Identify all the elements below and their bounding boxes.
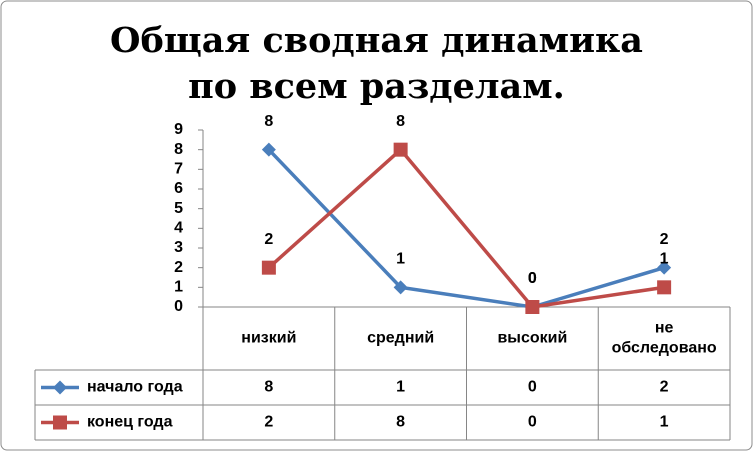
marker (657, 260, 672, 275)
x-tick-label: низкий (241, 330, 296, 347)
y-tick-label: 9 (174, 121, 183, 138)
table-value: 0 (528, 379, 537, 396)
y-tick-label: 1 (174, 279, 183, 296)
marker (525, 300, 540, 314)
table-value: 1 (396, 379, 405, 396)
table-value: 0 (528, 414, 537, 431)
data-label: 1 (396, 251, 405, 268)
x-tick-label: средний (367, 330, 434, 347)
y-tick-label: 5 (174, 200, 183, 217)
table-value: 2 (660, 379, 669, 396)
marker (657, 280, 672, 295)
data-label: 8 (396, 113, 405, 130)
y-tick-label: 7 (174, 161, 183, 178)
table-value: 2 (264, 414, 273, 431)
y-tick-label: 0 (174, 298, 183, 315)
marker (53, 380, 67, 395)
marker (393, 142, 408, 157)
legend-label: конец года (87, 414, 173, 431)
y-tick-label: 8 (174, 141, 183, 158)
y-tick-label: 6 (174, 180, 183, 197)
series-line (267, 147, 665, 309)
legend-label: начало года (87, 379, 183, 396)
x-tick-label: не обследовано (612, 320, 717, 357)
data-label: 2 (264, 231, 273, 248)
y-tick-label: 4 (174, 220, 183, 237)
marker (393, 280, 408, 295)
series-line (267, 148, 665, 309)
data-label: 0 (528, 270, 537, 287)
data-label: 0 (528, 270, 537, 287)
table-value: 8 (264, 379, 273, 396)
marker (53, 415, 67, 430)
y-tick-label: 3 (174, 239, 183, 256)
marker (261, 260, 276, 275)
data-label: 2 (660, 231, 669, 248)
data-label: 1 (660, 251, 669, 268)
x-tick-label: высокий (497, 330, 567, 347)
marker (261, 142, 276, 157)
y-tick-label: 2 (174, 259, 183, 276)
table-value: 1 (660, 414, 669, 431)
table-value: 8 (396, 414, 405, 431)
chart-title: Общая сводная динамика по всем разделам. (110, 20, 643, 107)
data-label: 8 (264, 113, 273, 130)
